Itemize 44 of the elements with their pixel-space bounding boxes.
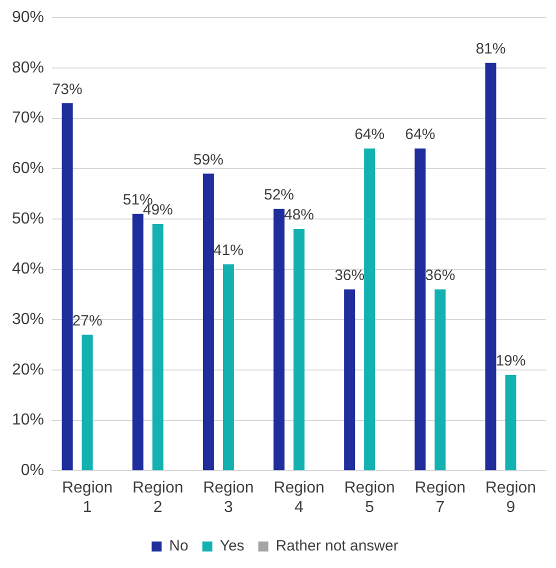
x-tick-label: Region 3 <box>203 480 254 516</box>
bar <box>62 103 73 470</box>
legend-label: Rather not answer <box>276 538 398 555</box>
bar <box>274 208 285 470</box>
bar <box>202 174 214 470</box>
data-label: 52% <box>264 186 294 204</box>
data-label: 19% <box>496 352 526 370</box>
data-label: 73% <box>52 80 82 98</box>
bar <box>414 148 426 470</box>
data-label: 27% <box>72 312 102 330</box>
x-tick-label: Region 5 <box>344 480 395 516</box>
legend-label: Yes <box>220 538 244 555</box>
bar <box>222 264 234 470</box>
y-tick-label: 90% <box>12 9 44 26</box>
bar <box>294 229 305 470</box>
data-label: 36% <box>334 267 365 284</box>
y-tick-label: 50% <box>12 210 44 228</box>
x-tick-label: Region 1 <box>62 480 113 516</box>
y-tick-label: 40% <box>12 260 44 278</box>
data-label: 36% <box>425 267 456 284</box>
data-label: 64% <box>405 126 436 144</box>
data-label: 59% <box>193 151 224 168</box>
bar <box>485 62 496 470</box>
data-label: 64% <box>354 126 385 144</box>
bar <box>152 224 164 470</box>
y-tick-label: 0% <box>20 462 44 480</box>
y-tick-label: 20% <box>12 361 44 378</box>
y-tick-label: 70% <box>12 110 44 127</box>
x-tick-label: Region 7 <box>414 480 466 516</box>
bar <box>82 334 93 470</box>
data-label: 81% <box>476 40 506 58</box>
bar <box>434 289 446 470</box>
x-tick-label: Region 9 <box>485 480 536 516</box>
legend-label: No <box>169 538 188 555</box>
x-tick-label: Region 4 <box>274 480 324 516</box>
y-tick-label: 10% <box>12 412 44 429</box>
y-tick-label: 60% <box>12 160 44 178</box>
bar <box>344 289 356 470</box>
x-tick-label: Region 2 <box>132 480 184 516</box>
y-tick-label: 80% <box>12 59 44 76</box>
bar <box>364 148 376 470</box>
bar <box>132 214 144 470</box>
bar <box>505 374 516 470</box>
y-tick-label: 30% <box>12 311 44 328</box>
